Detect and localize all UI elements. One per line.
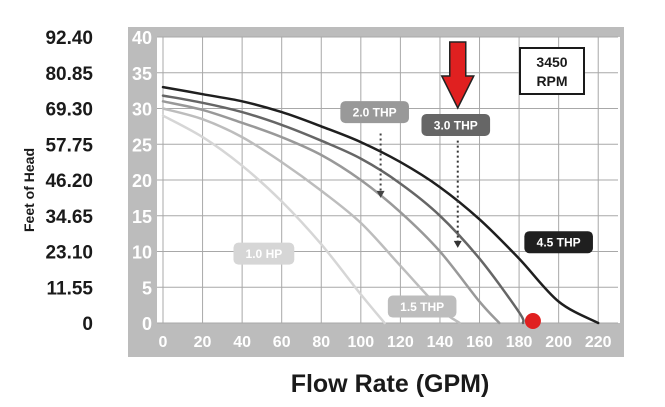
series-label-box bbox=[421, 113, 491, 136]
x-tick-label: 120 bbox=[387, 334, 414, 351]
y-tick-label-left: 23.10 bbox=[45, 243, 93, 264]
dotted-arrow-head bbox=[453, 240, 462, 248]
x-tick-label: 180 bbox=[506, 334, 533, 351]
series-label: 1.0 HP bbox=[246, 247, 283, 261]
y-tick-label-left: 0 bbox=[82, 314, 93, 335]
dotted-arrow-head bbox=[376, 190, 385, 198]
series-label: 4.5 THP bbox=[537, 236, 581, 250]
series-label-box bbox=[233, 242, 295, 265]
x-tick-label: 160 bbox=[466, 334, 493, 351]
y-axis-title: Feet of Head bbox=[21, 148, 37, 232]
y-tick-label-left: 34.65 bbox=[45, 207, 93, 228]
x-tick-label: 220 bbox=[585, 334, 612, 351]
x-tick-label: 140 bbox=[427, 334, 454, 351]
y-tick-label-inner: 0 bbox=[142, 314, 152, 334]
y-tick-label-left: 46.20 bbox=[45, 171, 93, 192]
x-tick-label: 60 bbox=[273, 334, 291, 351]
y-tick-label-inner: 20 bbox=[132, 171, 152, 191]
series-label-box bbox=[340, 101, 409, 124]
x-tick-label: 80 bbox=[312, 334, 330, 351]
series-label: 2.0 THP bbox=[353, 106, 397, 120]
x-ticks: 0 20 40 60 80 100 120 140 160 180 200 220 bbox=[159, 334, 612, 351]
x-tick-label: 200 bbox=[545, 334, 572, 351]
y-ticks-inner: 0 5 10 15 20 25 30 35 40 bbox=[132, 28, 152, 334]
y-tick-label-left: 57.75 bbox=[45, 135, 93, 156]
series-line bbox=[161, 114, 386, 325]
y-tick-label-inner: 35 bbox=[132, 64, 152, 84]
y-tick-label-left: 80.85 bbox=[45, 64, 93, 85]
rpm-unit: RPM bbox=[536, 73, 567, 89]
series-line bbox=[161, 94, 525, 325]
y-tick-label-inner: 40 bbox=[132, 28, 152, 48]
y-ticks-left: 0 11.55 23.10 34.65 46.20 57.75 69.30 80.85 92.4… bbox=[45, 28, 93, 335]
series-line bbox=[161, 85, 600, 325]
y-tick-label-inner: 5 bbox=[142, 278, 152, 298]
series-label: 1.5 THP bbox=[400, 300, 444, 314]
curve-labels: 1.0 HP 1.5 THP 2.0 THP 3.0 THP 4.5 THP bbox=[233, 101, 593, 318]
y-tick-label-inner: 10 bbox=[132, 243, 152, 263]
series-label-box bbox=[387, 295, 457, 318]
x-tick-label: 20 bbox=[194, 334, 212, 351]
series-label: 3.0 THP bbox=[434, 118, 478, 132]
red-dot-marker bbox=[524, 313, 541, 329]
series-line bbox=[161, 100, 501, 325]
x-axis-title: Flow Rate (GPM) bbox=[291, 370, 490, 398]
y-tick-label-left: 11.55 bbox=[47, 278, 94, 299]
rpm-value: 3450 bbox=[536, 54, 567, 70]
y-tick-label-inner: 15 bbox=[132, 207, 152, 227]
y-tick-label-inner: 30 bbox=[132, 100, 152, 120]
y-tick-label-inner: 25 bbox=[132, 135, 152, 155]
y-tick-label-left: 92.40 bbox=[45, 28, 93, 49]
x-tick-label: 0 bbox=[159, 334, 168, 351]
x-tick-label: 100 bbox=[347, 334, 374, 351]
rpm-box: 3450 RPM bbox=[519, 47, 585, 95]
annotations bbox=[376, 41, 541, 329]
red-arrow-marker bbox=[440, 41, 475, 110]
y-tick-label-left: 69.30 bbox=[45, 100, 93, 121]
series-label-box bbox=[524, 231, 593, 254]
x-tick-label: 40 bbox=[233, 334, 251, 351]
